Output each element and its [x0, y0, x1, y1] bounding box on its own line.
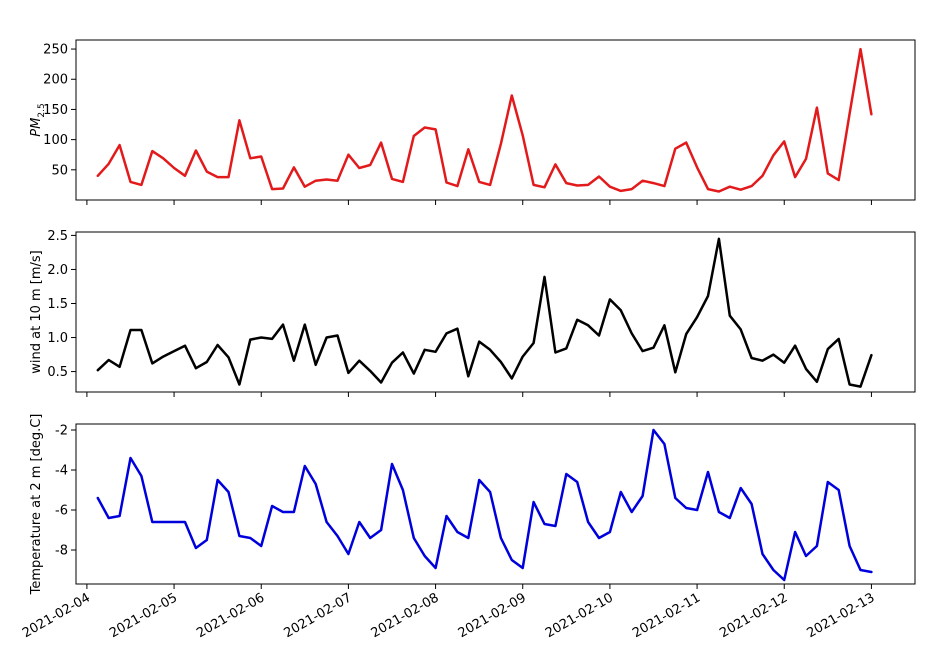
x-tick-label: 2021-02-08 — [369, 590, 442, 641]
y-axis-label: Temperature at 2 m [deg.C] — [29, 414, 44, 596]
y-tick-label: 0.5 — [47, 365, 68, 380]
y-axis-label: wind at 10 m [m/s] — [29, 250, 44, 374]
x-axis-ticks: 2021-02-04 2021-02-05 2021-02-06 2021-02-07… — [20, 590, 877, 641]
y-axis-label: PM2.5 — [29, 103, 47, 136]
x-tick-label: 2021-02-13 — [804, 590, 877, 641]
y-tick-label: -2 — [55, 424, 68, 439]
y-tick-label: 100 — [43, 133, 68, 148]
axes-frame — [75, 39, 916, 201]
x-tick-label: 2021-02-04 — [20, 590, 93, 641]
x-tick-label: 2021-02-11 — [630, 590, 703, 641]
x-tick-label: 2021-02-07 — [281, 590, 354, 641]
y-tick-label: 1.5 — [47, 297, 68, 312]
panel-3: -8 -6 -4 -2 Temperature at 2 m [deg.C] — [29, 414, 916, 596]
y-tick-label: 1.0 — [47, 331, 68, 346]
x-tick-label: 2021-02-12 — [717, 590, 790, 641]
y-tick-label: -4 — [55, 464, 68, 479]
y-tick-label: 200 — [43, 73, 68, 88]
x-tick-label: 2021-02-09 — [456, 590, 529, 641]
series-line-2 — [96, 237, 873, 388]
y-tick-label: 50 — [51, 163, 68, 178]
series-line-3 — [96, 428, 873, 582]
x-tick-label: 2021-02-06 — [194, 590, 267, 641]
y-tick-label: -6 — [55, 504, 68, 519]
panel-1: 50 100 150 200 250 PM2.5 — [29, 39, 916, 205]
series-line-1 — [96, 47, 873, 193]
y-tick-label: 2.0 — [47, 263, 68, 278]
y-tick-label: 2.5 — [47, 229, 68, 244]
x-tick-label: 2021-02-05 — [107, 590, 180, 641]
axes-frame — [75, 423, 916, 585]
axes-frame — [75, 231, 916, 393]
y-tick-label: 250 — [43, 43, 68, 58]
y-tick-label: 150 — [43, 103, 68, 118]
y-tick-label: -8 — [55, 544, 68, 559]
x-tick-label: 2021-02-10 — [543, 590, 616, 641]
